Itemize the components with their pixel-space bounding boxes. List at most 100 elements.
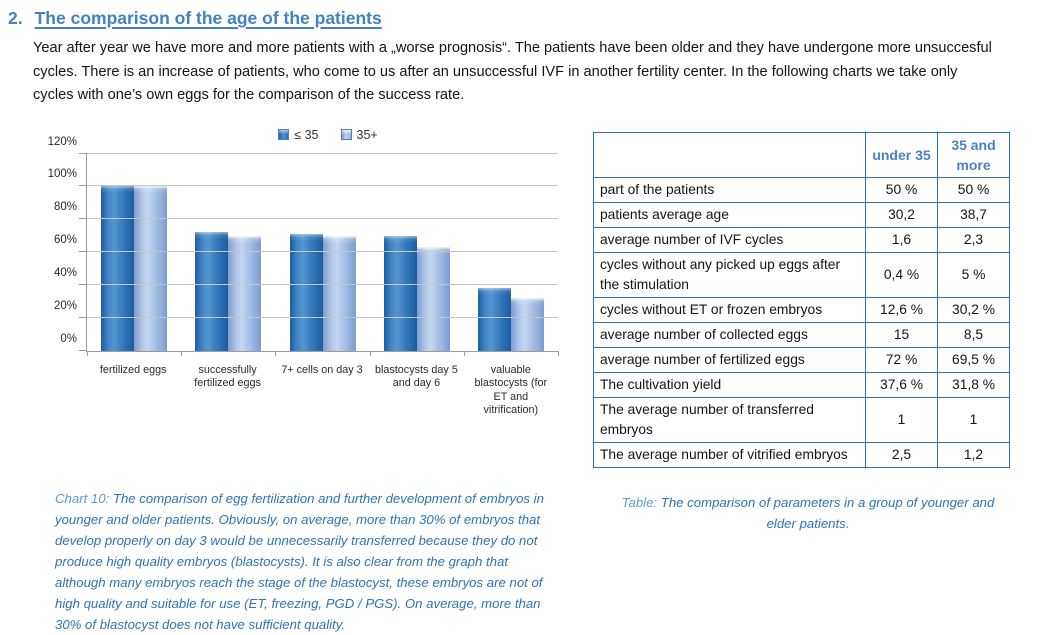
row-label: average number of collected eggs	[593, 321, 866, 348]
gridline	[87, 152, 558, 154]
value-35-and-more: 5 %	[937, 251, 1010, 298]
table-column: under 35 35 and more part of the patient…	[593, 128, 1023, 468]
bar	[383, 235, 417, 351]
chart-caption-text: The comparison of egg fertilization and …	[55, 490, 544, 632]
gridline	[87, 251, 558, 252]
y-axis-tick	[79, 185, 87, 187]
value-35-and-more: 31,8 %	[937, 371, 1010, 398]
x-category-label: valuable blastocysts (for ET and vitrifi…	[474, 363, 548, 417]
table-row: part of the patients 50 % 50 %	[593, 176, 1010, 203]
x-axis-tick	[369, 350, 371, 356]
value-35-and-more: 2,3	[937, 226, 1010, 253]
bar	[477, 288, 511, 351]
y-axis-label: 100%	[47, 168, 77, 181]
value-under-35: 50 %	[865, 176, 938, 203]
x-axis-labels: fertilized eggs successfully fertilized e…	[86, 364, 558, 418]
value-under-35: 1	[865, 396, 938, 443]
value-under-35: 12,6 %	[865, 296, 938, 323]
table-caption-block: Table: The comparison of parameters in a…	[593, 488, 1023, 635]
x-axis-tick	[463, 350, 465, 356]
x-axis-tick	[275, 350, 277, 356]
legend-item: ≤ 35	[278, 127, 319, 142]
chart-plot: 120% 100% 80% 60% 40% 20% 0%	[48, 136, 559, 356]
row-label: average number of fertilized eggs	[593, 346, 866, 373]
y-axis-label: 60%	[53, 234, 77, 246]
value-35-and-more: 69,5 %	[937, 346, 1010, 373]
x-axis-tick	[558, 350, 559, 356]
table-row: average number of fertilized eggs 72 % 69,…	[593, 346, 1010, 373]
content-row: ≤ 35 35+ 120% 100% 80% 60% 40% 20% 0% fertilize…	[8, 128, 1037, 468]
y-axis-label: 40%	[53, 266, 77, 279]
row-label: The average number of vitrified embryos	[593, 441, 866, 468]
bar	[416, 247, 450, 351]
value-under-35: 0,4 %	[865, 251, 938, 298]
table-row: The average number of vitrified embryos 2…	[593, 441, 1010, 468]
value-35-and-more: 1,2	[937, 441, 1010, 468]
chart-plot-wrap: 120% 100% 80% 60% 40% 20% 0% fertilized eggs su…	[48, 136, 559, 418]
intro-paragraph: Year after year we have more and more pa…	[33, 40, 992, 103]
legend-item: 35+	[340, 127, 378, 142]
x-category-label: fertilized eggs	[99, 363, 167, 376]
value-35-and-more: 8,5	[937, 321, 1010, 348]
comparison-table: under 35 35 and more part of the patient…	[593, 131, 1010, 468]
bar-groups	[87, 154, 558, 351]
gridline	[87, 218, 558, 220]
x-category-label: blastocysts day 5 and day 6	[375, 363, 458, 390]
value-under-35: 72 %	[865, 346, 938, 373]
value-35-and-more: 50 %	[937, 176, 1010, 203]
gridline	[87, 316, 558, 318]
table-header-empty	[593, 131, 866, 178]
x-category-label: 7+ cells on day 3	[281, 363, 363, 376]
y-axis-label: 80%	[53, 201, 77, 214]
bar-group	[275, 154, 369, 351]
y-axis-tick	[79, 218, 87, 220]
bar-group	[181, 154, 275, 351]
y-axis-tick	[79, 349, 87, 351]
y-axis-label: 0%	[60, 332, 77, 345]
row-label: The average number of transferred embryo…	[593, 396, 866, 443]
bar	[289, 233, 323, 351]
bar	[322, 235, 356, 351]
table-row: The cultivation yield 37,6 % 31,8 %	[593, 371, 1010, 398]
y-axis-tick	[79, 283, 87, 285]
bar	[195, 232, 229, 351]
row-label: cycles without any picked up eggs after …	[593, 251, 866, 298]
bar-group	[370, 154, 464, 351]
row-label: The cultivation yield	[593, 371, 866, 398]
legend-label: 35+	[356, 127, 378, 142]
bar-group	[464, 154, 558, 351]
bar-chart: ≤ 35 35+ 120% 100% 80% 60% 40% 20% 0% fertilize…	[38, 128, 578, 418]
value-35-and-more: 30,2 %	[937, 296, 1010, 323]
chart-caption-prefix: Chart 10:	[55, 490, 110, 506]
row-label: patients average age	[593, 201, 866, 228]
bar	[101, 186, 135, 351]
chart-legend: ≤ 35 35+	[78, 128, 578, 142]
bar	[510, 297, 544, 351]
value-35-and-more: 1	[937, 396, 1010, 443]
legend-swatch-icon	[340, 129, 352, 140]
table-row: cycles without ET or frozen embryos 12,6 …	[593, 296, 1010, 323]
y-axis-label: 120%	[47, 135, 77, 148]
value-under-35: 1,6	[865, 226, 938, 253]
value-under-35: 30,2	[865, 201, 938, 228]
table-row: average number of IVF cycles 1,6 2,3	[593, 226, 1010, 253]
legend-label: ≤ 35	[294, 127, 319, 142]
table-caption: Table: The comparison of parameters in a…	[608, 492, 1008, 534]
value-under-35: 37,6 %	[865, 371, 938, 398]
value-under-35: 2,5	[865, 441, 938, 468]
table-caption-prefix: Table:	[621, 494, 658, 510]
y-axis-tick	[79, 152, 87, 154]
table-row: patients average age 30,2 38,7	[593, 201, 1010, 228]
x-category-label: successfully fertilized eggs	[194, 363, 261, 390]
table-header-under-35: under 35	[865, 131, 938, 178]
table-row: average number of collected eggs 15 8,5	[593, 321, 1010, 348]
bar-group	[87, 154, 181, 351]
gridline	[87, 185, 558, 187]
chart-column: ≤ 35 35+ 120% 100% 80% 60% 40% 20% 0% fertilize…	[8, 128, 593, 468]
table-header-row: under 35 35 and more	[593, 131, 1010, 178]
table-header-35-and-more: 35 and more	[937, 131, 1010, 178]
y-axis-label: 20%	[53, 299, 77, 312]
gridline	[87, 283, 558, 285]
section-heading: 2. The comparison of the age of the pati…	[8, 8, 1037, 29]
